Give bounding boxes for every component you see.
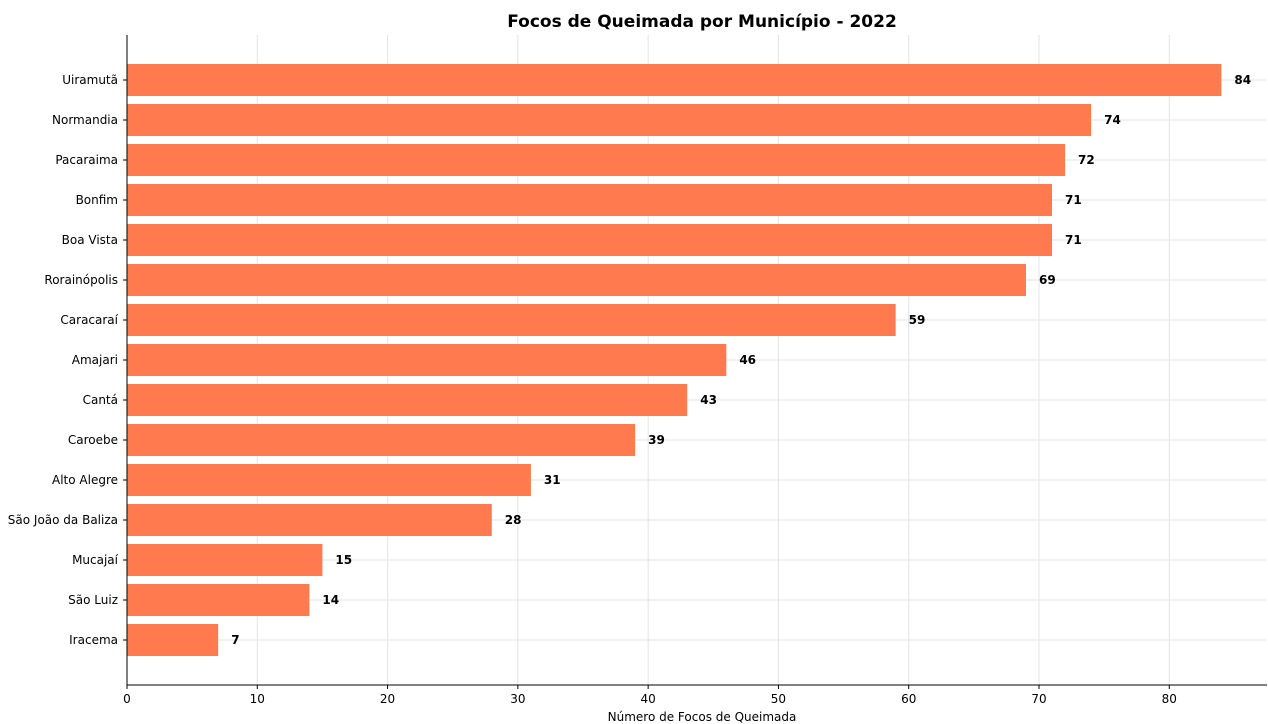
bar	[127, 464, 531, 496]
category-labels: Uiramutã Normandia Pacaraima Bonfim Boa Vist…	[8, 73, 127, 647]
category-label: Mucajaí	[72, 553, 119, 567]
x-axis-label: Número de Focos de Queimada	[608, 710, 797, 724]
value-label: 15	[335, 553, 352, 567]
bar	[127, 264, 1026, 296]
bar	[127, 184, 1053, 216]
value-label: 7	[231, 633, 239, 647]
category-label: Caroebe	[68, 433, 118, 447]
bars	[127, 64, 1222, 656]
bar	[127, 344, 727, 376]
x-tick-label: 40	[641, 692, 656, 706]
bar	[127, 64, 1222, 96]
bar	[127, 504, 492, 536]
x-axis-ticks: 0 10 20 30 40 50 60 70 80	[123, 685, 1177, 706]
value-label: 74	[1104, 113, 1121, 127]
category-label: Amajari	[72, 353, 118, 367]
category-label: Pacaraima	[55, 153, 118, 167]
category-label: Iracema	[69, 633, 118, 647]
category-label: Bonfim	[76, 193, 118, 207]
bar	[127, 424, 636, 456]
value-label: 59	[909, 313, 926, 327]
x-tick-label: 60	[901, 692, 916, 706]
bar	[127, 104, 1092, 136]
value-label: 84	[1234, 73, 1251, 87]
value-label: 31	[544, 473, 561, 487]
x-tick-label: 70	[1031, 692, 1046, 706]
value-label: 69	[1039, 273, 1056, 287]
x-tick-label: 20	[380, 692, 395, 706]
value-label: 14	[322, 593, 339, 607]
category-label: Alto Alegre	[52, 473, 118, 487]
bar	[127, 144, 1066, 176]
chart-title: Focos de Queimada por Município - 2022	[507, 12, 897, 32]
x-tick-label: 50	[771, 692, 786, 706]
value-label: 39	[648, 433, 665, 447]
category-label: Uiramutã	[62, 73, 118, 87]
bar	[127, 584, 310, 616]
category-label: Rorainópolis	[44, 273, 118, 287]
bar	[127, 624, 219, 656]
value-label: 71	[1065, 233, 1082, 247]
value-labels: 84 74 72 71 71 69 59 46 43 39 31 28 15 14 7	[231, 73, 1251, 647]
bar	[127, 384, 688, 416]
x-tick-label: 0	[123, 692, 131, 706]
category-label: São Luiz	[68, 593, 118, 607]
value-label: 71	[1065, 193, 1082, 207]
value-label: 43	[700, 393, 717, 407]
value-label: 28	[505, 513, 522, 527]
value-label: 72	[1078, 153, 1095, 167]
x-tick-label: 30	[510, 692, 525, 706]
value-label: 46	[739, 353, 756, 367]
bar	[127, 304, 896, 336]
category-label: Cantá	[83, 393, 118, 407]
bar	[127, 544, 323, 576]
category-label: Boa Vista	[62, 233, 118, 247]
category-label: São João da Baliza	[8, 513, 118, 527]
category-label: Normandia	[52, 113, 118, 127]
category-label: Caracaraí	[60, 313, 118, 327]
x-tick-label: 80	[1162, 692, 1177, 706]
x-tick-label: 10	[250, 692, 265, 706]
bar	[127, 224, 1053, 256]
